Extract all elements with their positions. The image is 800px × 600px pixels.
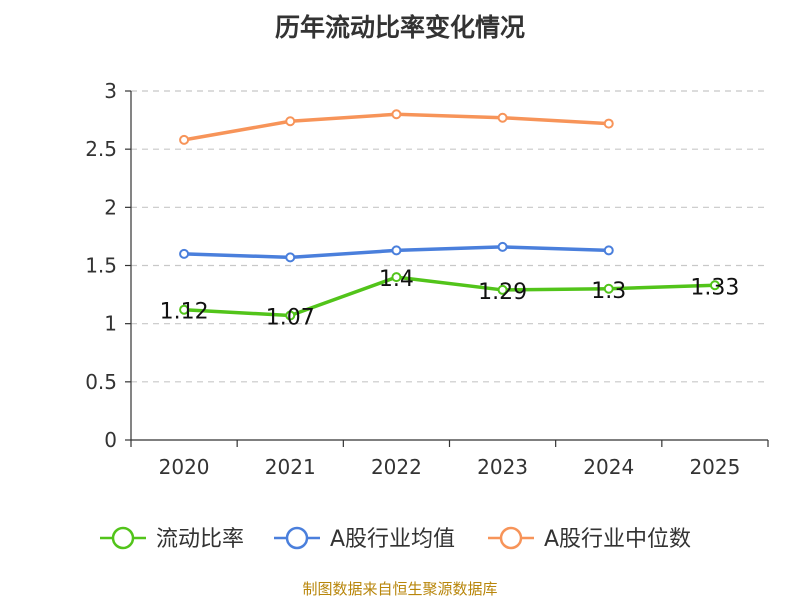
legend-label: A股行业中位数 [544, 527, 691, 552]
data-label: 1.4 [379, 267, 414, 292]
legend-marker [111, 526, 135, 550]
data-label: 1.12 [160, 300, 209, 325]
data-point [179, 248, 190, 259]
data-point [709, 280, 720, 291]
x-tick-label: 2023 [477, 455, 528, 479]
data-point [603, 245, 614, 256]
legend-label: A股行业均值 [330, 527, 455, 552]
data-label: 1.33 [690, 275, 739, 300]
x-tick-label: 2021 [265, 455, 316, 479]
x-tick-label: 2025 [689, 455, 740, 479]
y-tick-label: 0 [104, 428, 117, 452]
legend-item: 流动比率 [100, 526, 244, 552]
data-point [603, 118, 614, 129]
data-point [179, 304, 190, 315]
data-point [603, 283, 614, 294]
legend-item: A股行业均值 [274, 526, 455, 552]
y-tick-label: 0.5 [85, 370, 117, 394]
data-point [497, 241, 508, 252]
grid-lines [131, 90, 768, 383]
data-label: 1.3 [591, 279, 626, 304]
y-tick-label: 2 [104, 195, 117, 219]
data-point [391, 245, 402, 256]
legend-marker [285, 526, 309, 550]
data-label: 1.07 [266, 306, 315, 331]
data-point [285, 310, 296, 321]
data-point [179, 134, 190, 145]
data-point [497, 112, 508, 123]
chart-title: 历年流动比率变化情况 [274, 13, 525, 42]
legend-marker [499, 526, 523, 550]
data-labels: 1.12 1.07 1.4 1.29 1.3 1.33 [160, 267, 740, 330]
y-tick-label: 1 [104, 312, 117, 336]
data-point [391, 272, 402, 283]
x-tick-label: 2024 [583, 455, 634, 479]
data-label: 1.29 [478, 280, 527, 305]
y-tick-label: 3 [104, 79, 117, 103]
legend: 流动比率 A股行业均值 A股行业中位数 [100, 526, 691, 552]
data-source-note: 制图数据来自恒生聚源数据库 [302, 580, 498, 598]
series-lines [179, 109, 720, 321]
y-tick-label: 2.5 [85, 137, 117, 161]
axes: 0 0.5 1 1.5 2 2.5 3 2020 2021 2022 2023 2024 2025 [85, 79, 769, 479]
data-point [285, 252, 296, 263]
x-tick-label: 2022 [371, 455, 422, 479]
series-line-0 [183, 275, 715, 318]
legend-item: A股行业中位数 [488, 526, 691, 552]
y-tick-label: 1.5 [85, 254, 117, 278]
data-point [285, 116, 296, 127]
data-point [391, 109, 402, 120]
legend-label: 流动比率 [156, 527, 244, 552]
x-tick-label: 2020 [159, 455, 210, 479]
data-point [497, 284, 508, 295]
